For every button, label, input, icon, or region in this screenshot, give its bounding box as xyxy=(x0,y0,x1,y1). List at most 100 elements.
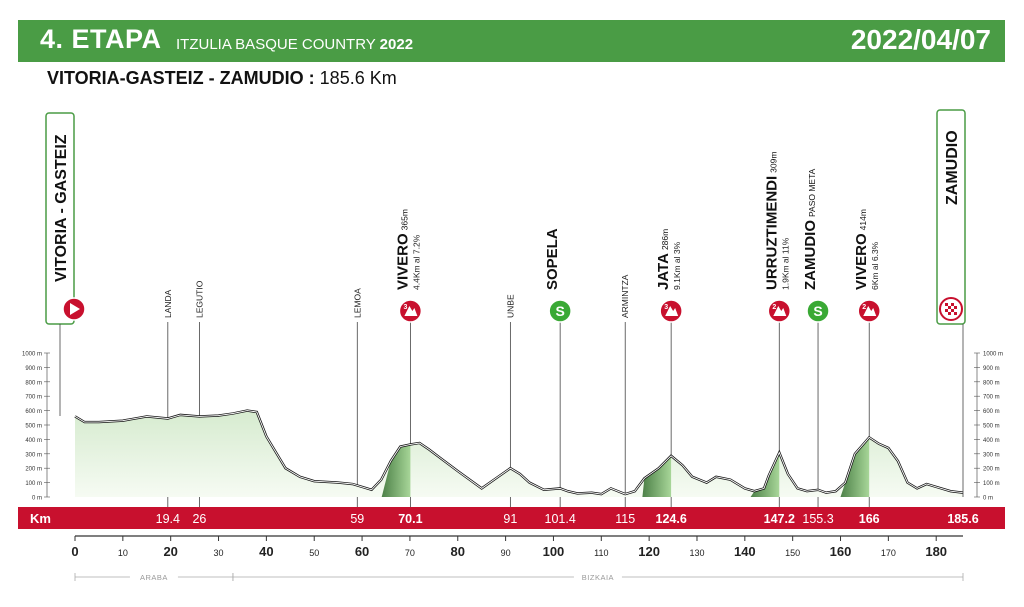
x-tick-label: 30 xyxy=(214,548,224,558)
km-marker: 155.3 xyxy=(802,512,833,526)
x-tick-label: 0 xyxy=(71,544,78,559)
y-tick-label-right: 1000 m xyxy=(983,352,1003,358)
profile-line-highlight xyxy=(74,410,964,495)
x-tick-label: 150 xyxy=(785,548,800,558)
start-finish-markers: VITORIA - GASTEIZ ZAMUDIO xyxy=(45,109,966,497)
place-sublabel: 1.9Km al 11% xyxy=(780,237,790,290)
place-label: LANDA xyxy=(163,289,173,318)
finish-flag-square xyxy=(945,309,948,312)
route-distance: 185.6 Km xyxy=(319,68,397,88)
y-tick-label-left: 800 m xyxy=(25,380,42,386)
stage-date: 2022/04/07 xyxy=(850,24,991,55)
x-tick-label: 100 xyxy=(543,544,565,559)
place-label: SOPELA xyxy=(544,228,561,290)
y-axis-left: 0 m 100 m 200 m 300 m 400 m 500 m 600 m 700 m 80… xyxy=(22,352,50,502)
finish-flag-square xyxy=(951,309,954,312)
place-label: LEGUTIO xyxy=(194,280,204,318)
sprint-icon xyxy=(548,299,572,323)
y-tick-label-right: 700 m xyxy=(983,395,1000,401)
y-axis-right: 0 m 100 m 200 m 300 m 400 m 500 m 600 m 700 m 80… xyxy=(974,352,1003,502)
place-label: URRUZTIMENDI309m xyxy=(763,152,780,290)
km-marker: 166 xyxy=(859,512,880,526)
route-name: VITORIA-GASTEIZ - ZAMUDIO : xyxy=(47,68,315,88)
stage-header-bar: 4. ETAPA ITZULIA BASQUE COUNTRY 2022 202… xyxy=(18,20,1005,62)
x-tick-label: 50 xyxy=(309,548,319,558)
y-tick-label-right: 400 m xyxy=(983,438,1000,444)
start-play-glyph xyxy=(70,303,80,315)
climb-shading xyxy=(750,452,780,497)
x-tick-label: 130 xyxy=(689,548,704,558)
place-label-group: VIVERO414m xyxy=(853,209,870,290)
mountain-glyph xyxy=(665,306,679,316)
km-bar: Km 19.4 26 59 70.1 91 101.4 115 124.6 147.2 155.3 1… xyxy=(18,507,1005,529)
region-label-bg xyxy=(573,571,622,583)
start-label: VITORIA - GASTEIZ xyxy=(53,134,70,282)
y-tick-label-right: 900 m xyxy=(983,366,1000,372)
y-tick-label-right: 0 m xyxy=(983,496,993,502)
x-tick-label: 20 xyxy=(163,544,177,559)
x-axis: 0 10 20 30 40 50 60 70 80 90 100 110 120 130 140 150 160… xyxy=(71,535,963,559)
place-label: UNBE xyxy=(505,294,515,318)
place-label: ARMINTZA xyxy=(620,274,630,318)
region-label: BIZKAIA xyxy=(582,573,614,582)
y-tick-label-right: 800 m xyxy=(983,380,1000,386)
y-tick-label-left: 600 m xyxy=(25,409,42,415)
y-tick-label-right: 200 m xyxy=(983,467,1000,473)
y-tick-label-right: 100 m xyxy=(983,481,1000,487)
x-tick-label: 180 xyxy=(925,544,947,559)
place-label: JATA286m xyxy=(655,229,672,290)
x-tick-label: 70 xyxy=(405,548,415,558)
km-marker: 59 xyxy=(350,512,364,526)
race-year: 2022 xyxy=(379,36,414,53)
region-label: ARABA xyxy=(140,573,168,582)
y-tick-label-right: 600 m xyxy=(983,409,1000,415)
y-tick-label-left: 900 m xyxy=(25,366,42,372)
climb-category-number: 2 xyxy=(862,304,866,311)
finish-flag-square xyxy=(954,306,957,309)
x-tick-label: 140 xyxy=(734,544,756,559)
climb-category-number: 2 xyxy=(772,304,776,311)
place-label: ZAMUDIOPASO META xyxy=(802,168,819,290)
km-marker: 19.4 xyxy=(156,512,180,526)
finish-flag-square xyxy=(945,303,948,306)
stage-title: 4. ETAPA xyxy=(40,24,162,54)
y-tick-label-left: 0 m xyxy=(32,496,42,502)
finish-flag-square xyxy=(954,312,957,315)
place-label-group: URRUZTIMENDI309m xyxy=(763,152,780,290)
x-tick-label: 160 xyxy=(830,544,852,559)
place-sublabel: 6Km al 6.3% xyxy=(870,241,880,290)
x-tick-label: 80 xyxy=(451,544,465,559)
sprint-icon xyxy=(806,299,830,323)
place-sublabel: 9.1Km al 3% xyxy=(672,241,682,290)
km-marker: 185.6 xyxy=(947,512,978,526)
climb-shading xyxy=(381,444,411,497)
place-label-group: ZAMUDIOPASO META xyxy=(802,168,819,290)
place-label: VIVERO365m xyxy=(394,209,411,290)
race-name-text: ITZULIA BASQUE COUNTRY xyxy=(176,36,376,53)
km-bar-label: Km xyxy=(30,511,51,526)
climb-category-number: 3 xyxy=(403,304,407,311)
place-label: VIVERO414m xyxy=(853,209,870,290)
profile-layer xyxy=(74,409,964,497)
profile-area xyxy=(75,410,963,497)
x-tick-label: 90 xyxy=(501,548,511,558)
mountain-glyph xyxy=(773,306,787,316)
climb-category-number: 3 xyxy=(664,304,668,311)
finish-flag-square xyxy=(948,312,951,315)
finish-flag-square xyxy=(951,303,954,306)
place-label-group: JATA286m xyxy=(655,229,672,290)
place-label: LEMOA xyxy=(352,288,362,318)
region-label-bg xyxy=(129,571,178,583)
km-marker: 124.6 xyxy=(656,512,687,526)
finish-box xyxy=(936,109,966,325)
x-tick-label: 170 xyxy=(881,548,896,558)
y-tick-label-left: 300 m xyxy=(25,452,42,458)
y-tick-label-left: 500 m xyxy=(25,424,42,430)
route-line: VITORIA-GASTEIZ - ZAMUDIO : 185.6 Km xyxy=(47,68,397,89)
km-marker: 70.1 xyxy=(398,512,422,526)
y-tick-label-left: 100 m xyxy=(25,481,42,487)
y-tick-label-right: 500 m xyxy=(983,424,1000,430)
mountain-glyph xyxy=(404,306,418,316)
